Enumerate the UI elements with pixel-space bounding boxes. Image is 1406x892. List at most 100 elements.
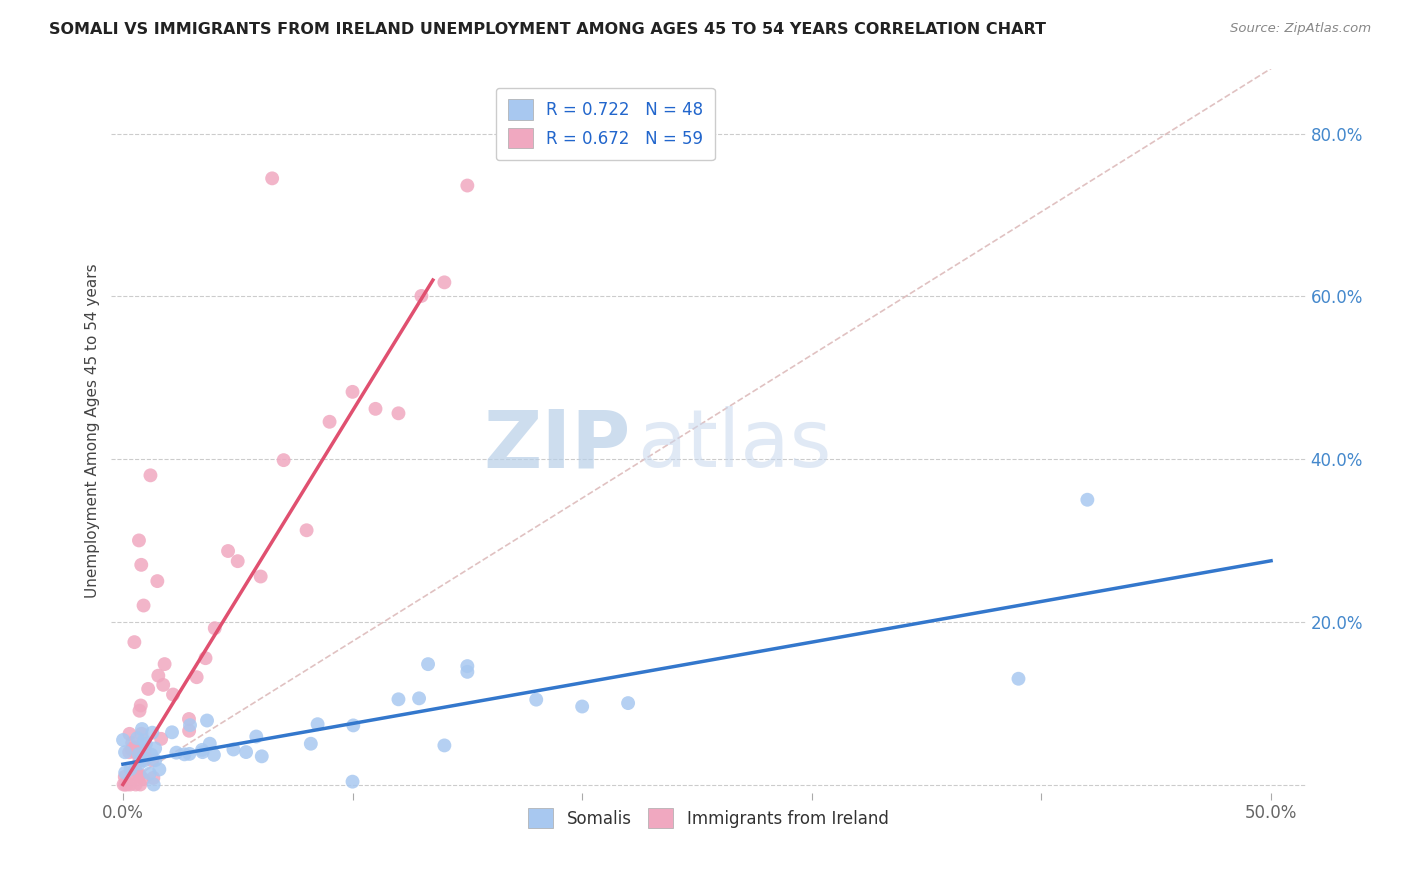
- Point: [122, 740, 145, 755]
- Point: [387, 692, 409, 706]
- Point: [198, 737, 221, 751]
- Point: [342, 718, 364, 732]
- Point: [128, 756, 150, 771]
- Point: [195, 714, 218, 728]
- Point: [128, 704, 150, 718]
- Point: [114, 770, 136, 784]
- Point: [131, 727, 153, 741]
- Point: [191, 745, 214, 759]
- Point: [127, 731, 149, 746]
- Point: [226, 554, 249, 568]
- Point: [162, 688, 184, 702]
- Point: [177, 712, 200, 726]
- Point: [136, 681, 159, 696]
- Point: [143, 753, 166, 767]
- Point: [202, 747, 225, 762]
- Point: [139, 468, 162, 483]
- Point: [139, 766, 162, 780]
- Point: [125, 767, 148, 781]
- Point: [150, 731, 173, 746]
- Point: [250, 749, 273, 764]
- Point: [262, 171, 284, 186]
- Point: [135, 751, 157, 765]
- Point: [245, 730, 267, 744]
- Y-axis label: Unemployment Among Ages 45 to 54 years: Unemployment Among Ages 45 to 54 years: [86, 263, 100, 598]
- Point: [121, 742, 143, 756]
- Point: [153, 657, 176, 672]
- Point: [131, 722, 153, 736]
- Point: [124, 762, 146, 776]
- Point: [141, 747, 163, 762]
- Point: [112, 778, 135, 792]
- Point: [132, 599, 155, 613]
- Point: [132, 733, 155, 747]
- Point: [152, 678, 174, 692]
- Point: [456, 665, 478, 679]
- Point: [124, 742, 146, 756]
- Legend: Somalis, Immigrants from Ireland: Somalis, Immigrants from Ireland: [522, 801, 896, 835]
- Point: [135, 737, 157, 751]
- Point: [364, 401, 387, 416]
- Point: [342, 774, 364, 789]
- Point: [387, 406, 409, 420]
- Point: [173, 747, 195, 762]
- Point: [125, 778, 148, 792]
- Point: [222, 742, 245, 756]
- Point: [114, 778, 136, 792]
- Point: [114, 765, 136, 780]
- Point: [129, 698, 152, 713]
- Point: [179, 723, 201, 738]
- Point: [128, 747, 150, 761]
- Point: [148, 669, 170, 683]
- Point: [146, 574, 169, 588]
- Point: [456, 178, 478, 193]
- Point: [179, 718, 201, 732]
- Point: [134, 754, 156, 768]
- Point: [131, 751, 153, 765]
- Point: [342, 384, 364, 399]
- Point: [129, 558, 152, 572]
- Point: [118, 745, 141, 759]
- Point: [249, 569, 271, 583]
- Point: [128, 768, 150, 782]
- Point: [132, 772, 155, 787]
- Point: [142, 778, 165, 792]
- Point: [411, 289, 433, 303]
- Point: [217, 544, 239, 558]
- Point: [571, 699, 593, 714]
- Point: [118, 727, 141, 741]
- Text: Source: ZipAtlas.com: Source: ZipAtlas.com: [1230, 22, 1371, 36]
- Point: [295, 523, 318, 537]
- Point: [204, 621, 226, 635]
- Point: [1076, 492, 1098, 507]
- Point: [191, 743, 214, 757]
- Point: [120, 778, 142, 792]
- Point: [1007, 672, 1029, 686]
- Point: [502, 128, 524, 143]
- Point: [235, 745, 257, 759]
- Point: [524, 692, 547, 706]
- Point: [617, 111, 640, 125]
- Point: [307, 717, 329, 731]
- Point: [299, 737, 322, 751]
- Point: [165, 746, 187, 760]
- Point: [179, 747, 201, 761]
- Point: [617, 696, 640, 710]
- Point: [129, 778, 152, 792]
- Point: [134, 743, 156, 757]
- Point: [160, 725, 183, 739]
- Point: [128, 768, 150, 782]
- Point: [194, 651, 217, 665]
- Point: [456, 659, 478, 673]
- Point: [186, 670, 208, 684]
- Point: [114, 745, 136, 759]
- Point: [115, 778, 138, 792]
- Text: SOMALI VS IMMIGRANTS FROM IRELAND UNEMPLOYMENT AMONG AGES 45 TO 54 YEARS CORRELA: SOMALI VS IMMIGRANTS FROM IRELAND UNEMPL…: [49, 22, 1046, 37]
- Point: [124, 635, 146, 649]
- Point: [141, 725, 163, 739]
- Text: atlas: atlas: [637, 406, 831, 484]
- Point: [273, 453, 295, 467]
- Point: [433, 276, 456, 290]
- Point: [128, 533, 150, 548]
- Point: [433, 739, 456, 753]
